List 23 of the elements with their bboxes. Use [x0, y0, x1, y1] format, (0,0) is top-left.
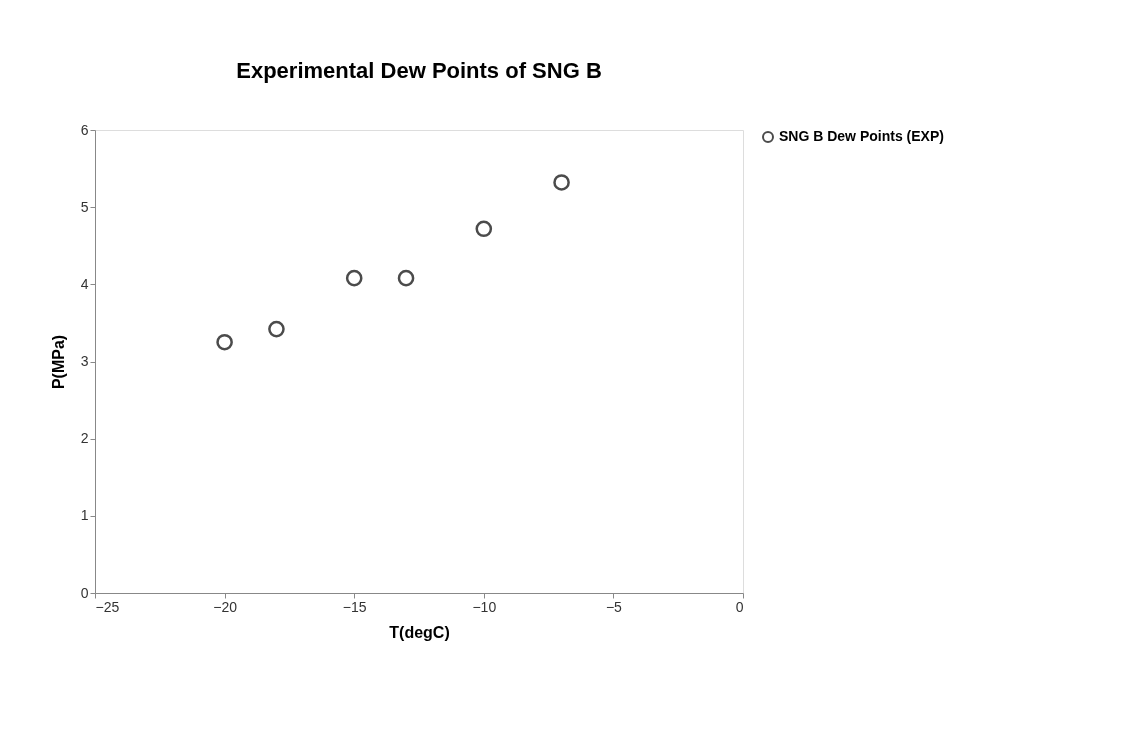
y-tick-label: 5 — [80, 198, 89, 215]
y-tick-label: 1 — [80, 507, 89, 524]
x-tick-label: −20 — [213, 598, 238, 615]
point — [397, 269, 415, 287]
x-tick-label: −15 — [342, 598, 367, 615]
point — [345, 269, 363, 287]
point — [216, 333, 233, 351]
x-tick-label: −5 — [605, 598, 623, 615]
point — [268, 320, 285, 338]
y-tick-label: 6 — [80, 121, 89, 138]
point — [475, 220, 493, 238]
chart-title: Experimental Dew Points of SNG B — [236, 58, 602, 83]
y-tick-label: 0 — [80, 584, 89, 601]
legend-label: SNG B Dew Points (EXP) — [779, 128, 944, 144]
y-axis-title: P(MPa) — [49, 334, 67, 390]
x-axis-title: T(degC) — [389, 623, 450, 641]
y-tick-label: 3 — [80, 353, 89, 369]
y-tick-label: 2 — [80, 430, 89, 447]
x-tick-label: −25 — [95, 598, 120, 615]
y-tick-label: 4 — [80, 275, 89, 292]
x-tick-label: −10 — [472, 598, 497, 615]
point — [553, 174, 570, 191]
x-tick-label: 0 — [735, 598, 744, 615]
